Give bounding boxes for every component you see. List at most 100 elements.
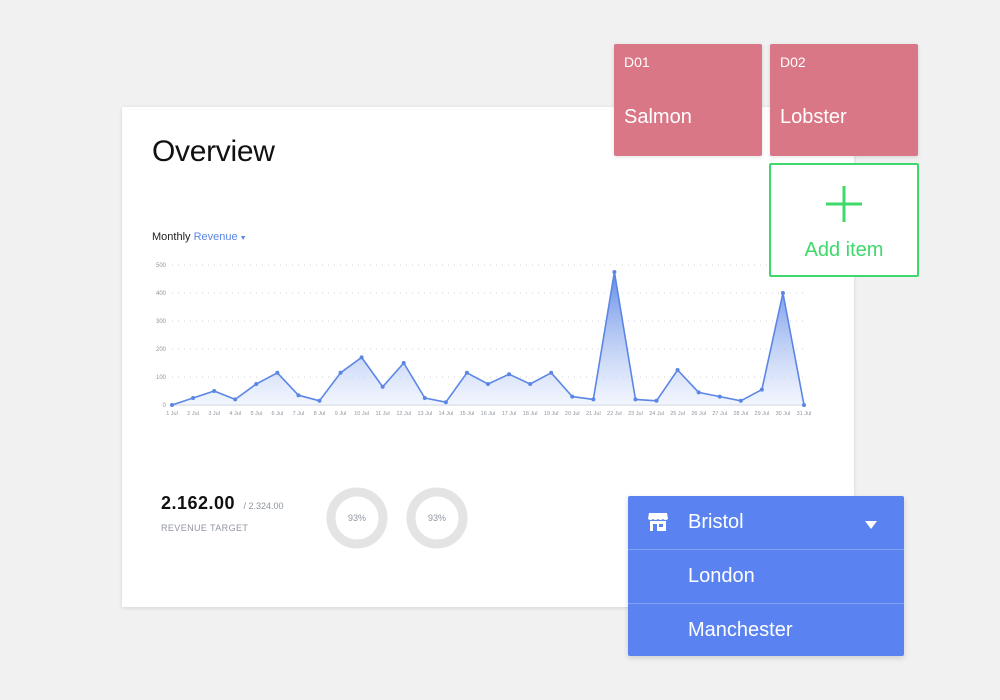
x-tick-label: 14 Jul [439,411,454,417]
data-point [359,355,364,360]
donut-percent-2: 93% [427,513,446,523]
data-point [380,384,385,389]
data-point [549,370,554,375]
progress-donut-2: 93% [406,487,468,549]
revenue-chart: 0 100 200 300 400 500 1 Jul 2 Jul 3 Jul 4 Jul 5 Ju… [156,263,812,417]
chart-header: Monthly Revenue ▼ [152,231,247,243]
x-tick-label: 28 Jul [733,411,748,417]
x-tick-label: 10 Jul [354,411,369,417]
data-point [591,397,596,402]
y-tick-label: 400 [156,291,167,297]
x-tick-label: 5 Jul [250,411,262,417]
y-tick-label: 100 [156,375,167,381]
x-tick-label: 7 Jul [293,411,305,417]
data-point [317,398,322,403]
x-tick-label: 12 Jul [396,411,411,417]
data-point [443,400,448,405]
x-tick-label: 4 Jul [229,411,241,417]
x-tick-label: 31 Jul [797,411,812,417]
caret-down-icon: ▼ [239,235,247,242]
store-icon [648,513,668,531]
y-tick-label: 300 [156,319,167,325]
data-point [212,389,217,393]
x-tick-label: 30 Jul [776,411,791,417]
tile-name: Salmon [624,106,692,128]
add-item-button[interactable]: Add item [769,163,919,277]
x-tick-label: 11 Jul [376,411,390,417]
data-point [780,291,785,295]
x-tick-label: 13 Jul [417,411,432,417]
tile-name: Lobster [780,106,847,128]
overview-card: Overview Monthly Revenue ▼ 0 100 200 300 400 5… [122,107,854,607]
data-point [528,382,533,386]
tile-d01[interactable]: D01 Salmon [614,44,762,156]
data-point [759,387,764,392]
y-tick-label: 200 [156,347,167,353]
page-title: Overview [152,135,275,168]
y-tick-label: 0 [163,403,167,409]
data-point [654,398,659,403]
x-tick-label: 22 Jul [607,411,622,417]
data-point [401,361,406,365]
tile-code: D01 [624,54,650,70]
location-dropdown: Bristol London Manchester [628,496,904,656]
plus-icon [826,186,862,222]
x-tick-label: 16 Jul [481,411,496,417]
x-tick-label: 19 Jul [544,411,559,417]
dropdown-selected-bristol[interactable]: Bristol [628,496,904,549]
x-tick-label: 20 Jul [565,411,580,417]
x-tick-label: 18 Jul [523,411,538,417]
data-point [738,398,743,403]
x-tick-label: 27 Jul [712,411,727,417]
data-point [338,370,343,375]
dropdown-option-manchester[interactable]: Manchester [628,603,904,657]
revenue-target-label: REVENUE TARGET [161,523,249,533]
x-tick-label: 2 Jul [187,411,199,417]
progress-donut-1: 93% [326,487,388,549]
data-point [486,382,490,386]
tile-d02[interactable]: D02 Lobster [770,44,918,156]
x-tick-label: 26 Jul [691,411,706,417]
dropdown-option-label: Manchester [688,619,793,641]
data-point [612,270,617,274]
data-point [422,396,427,400]
revenue-value: 2.162.00 [161,493,236,513]
metric-selector[interactable]: Revenue ▼ [194,231,247,243]
data-point [254,382,259,386]
data-point [696,390,701,395]
x-tick-label: 23 Jul [628,411,643,417]
x-tick-label: 6 Jul [272,411,284,417]
x-tick-label: 25 Jul [670,411,685,417]
data-point [633,397,638,402]
metric-selector-label: Revenue [193,231,238,243]
data-point [717,394,722,399]
data-point [507,372,512,377]
x-tick-label: 15 Jul [460,411,475,417]
data-point [296,393,301,398]
x-tick-label: 3 Jul [208,411,220,417]
x-tick-label: 9 Jul [335,411,347,417]
data-point [675,368,680,372]
data-point [170,403,174,407]
x-tick-label: 8 Jul [314,411,326,417]
dropdown-selected-label: Bristol [688,511,744,533]
dropdown-option-london[interactable]: London [628,549,904,603]
data-point [802,403,806,407]
revenue-target-value: / 2.324.00 [243,501,284,511]
x-tick-label: 21 Jul [586,411,601,417]
x-tick-label: 24 Jul [649,411,664,417]
data-point [464,370,469,375]
data-point [570,394,575,399]
data-point [275,370,280,375]
x-tick-label: 1 Jul [166,411,178,417]
revenue-stat: 2.162.00 / 2.324.00 REVENUE TARGET [161,493,284,533]
tile-code: D02 [780,54,806,70]
add-item-label: Add item [804,239,884,261]
data-point [233,397,238,402]
y-tick-label: 500 [156,263,167,269]
donut-percent-1: 93% [347,513,366,523]
caret-down-icon [865,521,877,529]
x-tick-label: 29 Jul [755,411,770,417]
x-tick-label: 17 Jul [502,411,517,417]
data-point [191,396,196,400]
